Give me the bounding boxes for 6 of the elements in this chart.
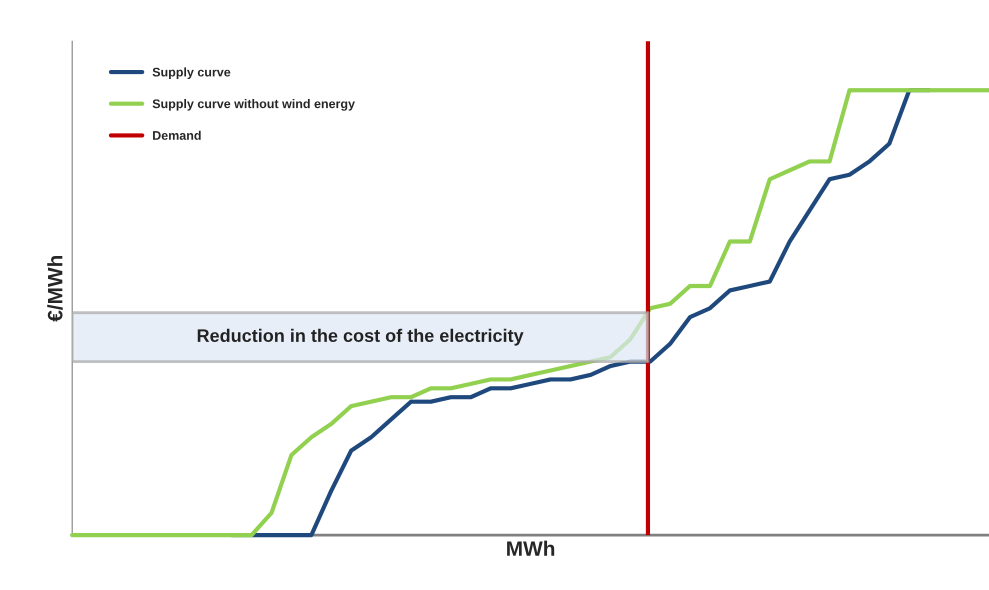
legend-label: Supply curve <box>152 67 230 80</box>
legend-label: Supply curve without wind energy <box>152 99 355 111</box>
x-axis-title: MWh <box>507 540 554 556</box>
text: Demand <box>153 130 201 140</box>
band-label: Reduction in the cost of the electricity <box>198 328 524 346</box>
y-axis-title: €/MWh <box>47 256 63 322</box>
